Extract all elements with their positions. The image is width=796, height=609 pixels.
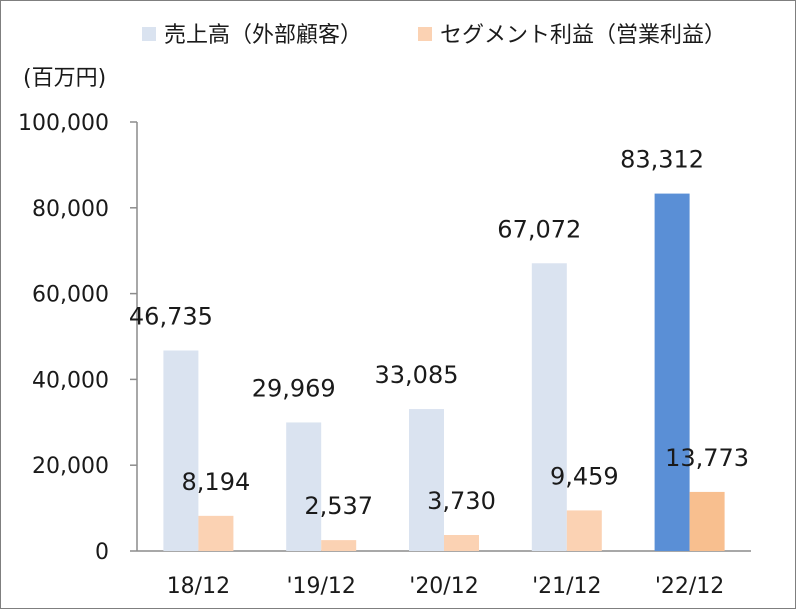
data-label-segment-profit: 8,194 [182,468,251,496]
x-category-label: '21/12 [532,574,601,599]
bar-sales [654,193,690,551]
data-label-sales: 46,735 [129,303,213,331]
y-tick-label: 100,000 [18,111,109,136]
legend-swatch-sales [142,27,156,41]
bar-sales [163,350,199,551]
bar-segment-profit [444,534,479,551]
legend-label-profit: セグメント利益（営業利益） [440,23,726,48]
data-label-sales: 83,312 [620,146,704,174]
bar-segment-profit [321,540,357,551]
bar-segment-profit [198,515,234,551]
legend-swatch-profit [418,27,432,41]
y-tick-label: 80,000 [32,197,109,222]
bar-group [163,193,725,551]
data-label-segment-profit: 3,730 [427,487,496,515]
data-label-group: 46,735 8,194 29,969 2,537 33,085 3,730 67,072 9… [129,146,749,521]
data-label-segment-profit: 13,773 [665,444,749,472]
x-axis-labels: 18/12 '19/12 '20/12 '21/12 '22/12 [167,574,725,599]
x-category-label: '20/12 [409,574,478,599]
data-label-sales: 33,085 [375,361,459,389]
y-tick-label: 0 [95,540,109,565]
data-label-sales: 29,969 [252,374,336,402]
legend: 売上高（外部顧客） セグメント利益（営業利益） [142,23,726,48]
bar-segment-profit [689,491,725,551]
data-label-segment-profit: 2,537 [304,492,373,520]
legend-label-sales: 売上高（外部顧客） [164,23,362,48]
data-label-segment-profit: 9,459 [550,462,619,490]
bar-segment-profit [566,510,602,551]
y-axis-ticks: 0 20,000 40,000 60,000 80,000 100,000 [18,111,137,565]
y-tick-label: 60,000 [32,283,109,308]
x-category-label: '22/12 [655,574,724,599]
y-axis-unit-label: (百万円) [23,66,106,91]
y-tick-label: 20,000 [32,454,109,479]
data-label-sales: 67,072 [497,215,581,243]
bar-sales [286,422,322,551]
x-category-label: 18/12 [167,574,230,599]
y-tick-label: 40,000 [32,368,109,393]
x-category-label: '19/12 [286,574,355,599]
bar-sales [409,409,444,551]
bar-sales [531,263,567,551]
